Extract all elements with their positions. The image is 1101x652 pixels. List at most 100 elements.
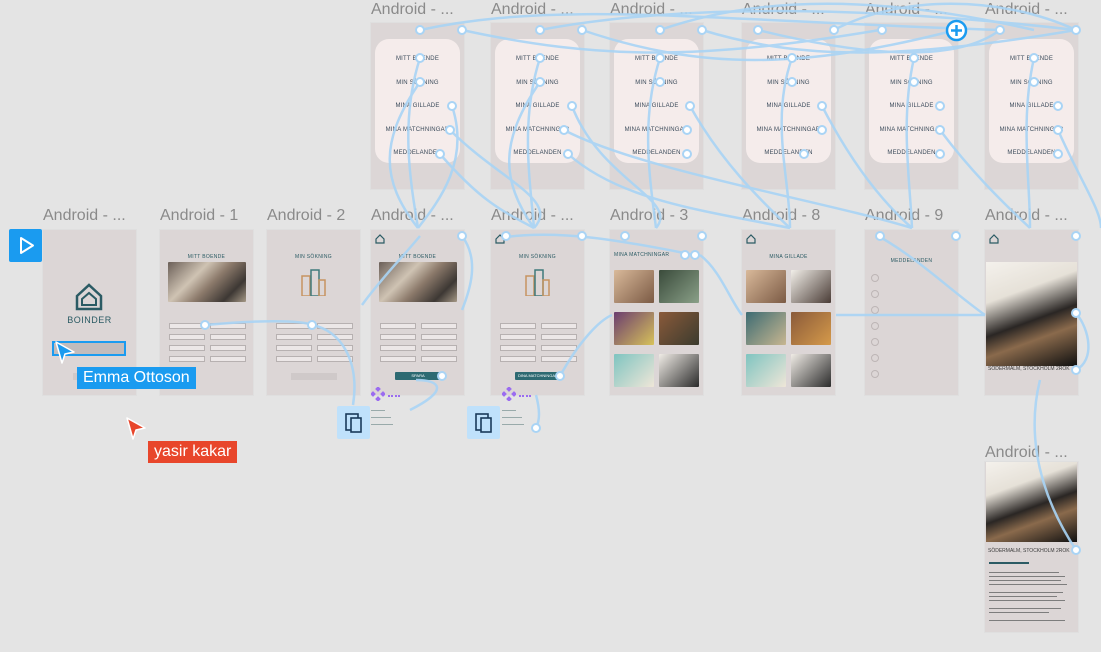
link-node[interactable]	[559, 125, 569, 135]
link-node[interactable]	[535, 25, 545, 35]
link-node[interactable]	[829, 25, 839, 35]
play-icon[interactable]	[9, 229, 42, 262]
link-node[interactable]	[690, 250, 700, 260]
frame-title[interactable]: Android - ...	[865, 1, 948, 18]
frame-title[interactable]: Android - ...	[491, 1, 574, 18]
frame-canvas[interactable]: MITT BOENDE MIN SÖKNING MINA GILLADE MIN…	[985, 23, 1078, 189]
matches-button[interactable]: DINA MATCHNINGAR	[515, 372, 561, 380]
frame-title[interactable]: Android - ...	[43, 207, 126, 224]
link-node[interactable]	[909, 77, 919, 87]
link-node[interactable]	[1071, 545, 1081, 555]
frame-title[interactable]: Android - ...	[985, 444, 1068, 461]
link-node[interactable]	[415, 25, 425, 35]
link-node[interactable]	[935, 101, 945, 111]
match-photo[interactable]	[614, 312, 654, 345]
frame-title[interactable]: Android - ...	[371, 1, 454, 18]
link-node[interactable]	[445, 125, 455, 135]
link-node[interactable]	[1071, 308, 1081, 318]
component-instance-icon[interactable]	[337, 406, 370, 439]
liked-photo[interactable]	[746, 312, 786, 345]
link-node[interactable]	[951, 231, 961, 241]
link-node[interactable]	[1071, 365, 1081, 375]
link-node[interactable]	[577, 25, 587, 35]
link-node[interactable]	[567, 101, 577, 111]
link-node[interactable]	[909, 53, 919, 63]
link-node[interactable]	[620, 231, 630, 241]
link-node[interactable]	[563, 149, 573, 159]
link-node[interactable]	[535, 53, 545, 63]
link-node[interactable]	[535, 77, 545, 87]
link-node[interactable]	[1053, 125, 1063, 135]
frame-canvas[interactable]: MINA MATCHNINGAR	[610, 230, 703, 395]
add-circle-icon[interactable]	[945, 19, 968, 42]
link-node[interactable]	[817, 101, 827, 111]
frame-title[interactable]: Android - 1	[160, 207, 239, 224]
frame-title[interactable]: Android - ...	[985, 207, 1068, 224]
link-node[interactable]	[435, 149, 445, 159]
frame-title[interactable]: Android - 9	[865, 207, 944, 224]
link-node[interactable]	[577, 231, 587, 241]
link-node[interactable]	[935, 149, 945, 159]
link-node[interactable]	[1071, 25, 1081, 35]
link-node[interactable]	[200, 320, 210, 330]
link-node[interactable]	[875, 231, 885, 241]
link-node[interactable]	[457, 25, 467, 35]
match-photo[interactable]	[614, 354, 654, 387]
frame-canvas[interactable]: SÖDERMALM, STOCKHOLM 2ROK	[985, 462, 1078, 632]
link-node[interactable]	[787, 53, 797, 63]
link-node[interactable]	[935, 125, 945, 135]
match-photo[interactable]	[659, 312, 699, 345]
link-node[interactable]	[680, 250, 690, 260]
link-node[interactable]	[1029, 53, 1039, 63]
link-node[interactable]	[817, 125, 827, 135]
link-node[interactable]	[415, 77, 425, 87]
frame-title[interactable]: Android - ...	[491, 207, 574, 224]
liked-photo[interactable]	[791, 270, 831, 303]
liked-photo[interactable]	[746, 354, 786, 387]
link-node[interactable]	[655, 77, 665, 87]
frame-canvas[interactable]: SÖDERMALM, STOCKHOLM 2ROK	[985, 230, 1078, 395]
link-node[interactable]	[555, 371, 565, 381]
link-node[interactable]	[995, 25, 1005, 35]
menu-item[interactable]: MEDDELANDEN	[393, 150, 442, 156]
liked-photo[interactable]	[746, 270, 786, 303]
link-node[interactable]	[1029, 77, 1039, 87]
frame-title[interactable]: Android - ...	[742, 1, 825, 18]
frame-title[interactable]: Android - ...	[985, 1, 1068, 18]
component-instance-icon[interactable]	[467, 406, 500, 439]
link-node[interactable]	[697, 25, 707, 35]
link-node[interactable]	[685, 101, 695, 111]
frame-title[interactable]: Android - 8	[742, 207, 821, 224]
link-node[interactable]	[437, 371, 447, 381]
save-button[interactable]: SPARA	[395, 372, 441, 380]
link-node[interactable]	[753, 25, 763, 35]
frame-title[interactable]: Android - ...	[610, 1, 693, 18]
link-node[interactable]	[415, 53, 425, 63]
link-node[interactable]	[1053, 101, 1063, 111]
link-node[interactable]	[877, 25, 887, 35]
link-node[interactable]	[655, 25, 665, 35]
link-node[interactable]	[531, 423, 541, 433]
frame-title[interactable]: Android - 3	[610, 207, 689, 224]
frame-title[interactable]: Android - ...	[371, 207, 454, 224]
link-node[interactable]	[697, 231, 707, 241]
link-node[interactable]	[307, 320, 317, 330]
frame-canvas[interactable]: MIN SÖKNING DINA MATCHNINGAR	[491, 230, 584, 395]
search-button[interactable]	[291, 373, 337, 380]
frame-title[interactable]: Android - 2	[267, 207, 346, 224]
frame-canvas[interactable]: MIN SÖKNING	[267, 230, 360, 395]
match-photo[interactable]	[614, 270, 654, 303]
link-node[interactable]	[682, 125, 692, 135]
link-node[interactable]	[1071, 231, 1081, 241]
menu-item[interactable]: MEDDELANDEN	[764, 150, 813, 156]
frame-canvas[interactable]: MEDDELANDEN	[865, 230, 958, 395]
liked-photo[interactable]	[791, 354, 831, 387]
link-node[interactable]	[655, 53, 665, 63]
frame-canvas[interactable]: MITT BOENDE SPARA	[371, 230, 464, 395]
link-node[interactable]	[682, 149, 692, 159]
link-node[interactable]	[787, 77, 797, 87]
link-node[interactable]	[501, 231, 511, 241]
link-node[interactable]	[447, 101, 457, 111]
liked-photo[interactable]	[791, 312, 831, 345]
link-node[interactable]	[457, 231, 467, 241]
